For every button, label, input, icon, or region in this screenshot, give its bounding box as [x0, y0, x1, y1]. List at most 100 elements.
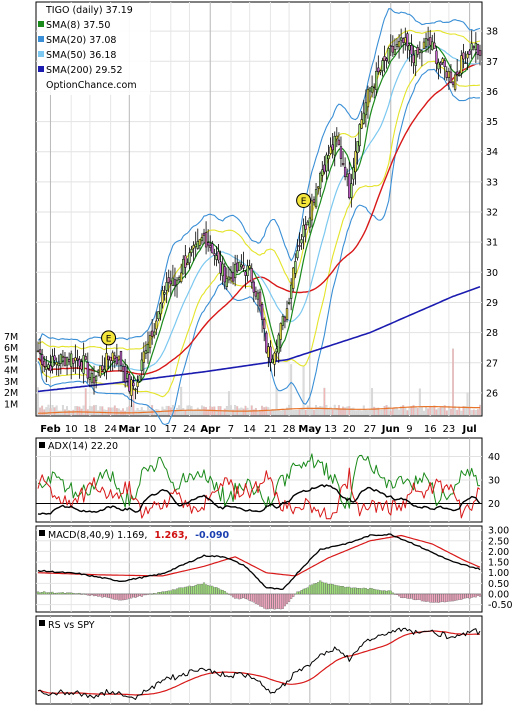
- candle-body-35: [109, 356, 112, 361]
- earnings-marker-label-0: E: [106, 334, 112, 344]
- candle-5: [47, 362, 50, 371]
- candle-47: [134, 387, 137, 400]
- candle-body-44: [128, 374, 131, 392]
- macd-hist-bar-55: [151, 593, 154, 595]
- volume-bar-139: [325, 404, 328, 416]
- macd-hist-bar-126: [298, 591, 301, 595]
- volume-bar-155: [358, 409, 361, 416]
- candle-163: [375, 62, 378, 96]
- candle-body-90: [223, 266, 226, 283]
- price-y-tick-33: 33: [486, 177, 498, 188]
- candle-body-62: [165, 282, 168, 291]
- candle-178: [406, 31, 409, 59]
- candle-body-138: [323, 164, 326, 173]
- candle-126: [298, 232, 301, 252]
- candle-119: [283, 315, 287, 329]
- candle-164: [377, 55, 380, 75]
- macd-hist-bar-46: [132, 593, 135, 598]
- candle-192: [435, 46, 438, 72]
- volume-bar-41: [122, 408, 125, 416]
- candle-48: [136, 375, 139, 394]
- macd-hist-bar-138: [323, 582, 326, 595]
- x-tick-2: 18: [84, 424, 97, 435]
- volume-bar-212: [476, 409, 479, 416]
- volume-bar-44: [128, 405, 131, 416]
- macd-hist-bar-65: [171, 589, 174, 595]
- candle-82: [207, 229, 210, 252]
- volume-bar-178: [406, 410, 409, 416]
- candle-52: [144, 341, 148, 359]
- candle-93: [229, 265, 233, 284]
- candle-99: [242, 251, 245, 272]
- candle-75: [192, 241, 195, 262]
- candle-68: [177, 275, 181, 282]
- candle-body-106: [256, 292, 260, 300]
- candle-body-109: [263, 319, 266, 329]
- macd-hist-bar-192: [435, 593, 438, 603]
- candle-158: [364, 89, 368, 128]
- candle-body-190: [431, 41, 434, 50]
- candle-69: [180, 263, 183, 284]
- candle-body-143: [333, 136, 336, 156]
- volume-bar-120: [286, 407, 288, 416]
- macd-hist-bar-85: [213, 587, 216, 595]
- price-y-tick-36: 36: [486, 87, 498, 98]
- macd-hist-bar-30: [99, 593, 102, 597]
- candle-body-145: [337, 139, 341, 146]
- macd-hist-bar-133: [312, 583, 316, 595]
- candle-body-32: [103, 368, 106, 373]
- macd-hist-bar-119: [283, 593, 286, 607]
- candle-body-92: [227, 276, 231, 281]
- candle-body-197: [445, 71, 448, 78]
- candle-body-107: [258, 291, 262, 307]
- candle-168: [385, 56, 388, 69]
- candle-130: [306, 220, 309, 226]
- candle-74: [190, 245, 193, 257]
- candle-205: [462, 43, 465, 69]
- candle-183: [416, 44, 419, 58]
- macd-hist-bar-21: [80, 593, 83, 595]
- sma50-line: [37, 62, 481, 375]
- earnings-marker-1: E: [296, 192, 312, 208]
- macd-hist-bar-111: [267, 593, 270, 610]
- macd-hist-bar-13: [63, 593, 67, 595]
- volume-bar-48: [136, 408, 139, 416]
- candle-body-155: [358, 124, 361, 147]
- candle-98: [240, 254, 243, 270]
- macd-hist-bar-68: [178, 587, 181, 595]
- candle-172: [393, 38, 397, 55]
- volume-bar-179: [408, 408, 411, 416]
- candle-136: [319, 171, 322, 198]
- candle-85: [213, 248, 216, 266]
- candle-90: [223, 262, 226, 290]
- macd-hist-bar-154: [356, 588, 359, 595]
- candle-body-213: [478, 50, 482, 56]
- volume-bar-152: [352, 407, 355, 416]
- legend-ticker: TIGO (daily) 37.19: [45, 5, 133, 16]
- volume-bar-138: [323, 387, 326, 416]
- candle-body-115: [275, 348, 278, 353]
- price-series: EE: [36, 8, 482, 426]
- candle-207: [466, 51, 469, 71]
- candle-body-69: [180, 272, 183, 282]
- volume-bar-167: [383, 406, 386, 416]
- candle-193: [437, 58, 440, 80]
- candle-body-179: [408, 45, 411, 51]
- volume-bar-180: [410, 406, 413, 416]
- macd-hist-bar-196: [443, 593, 446, 603]
- candle-body-156: [360, 119, 363, 129]
- candle-body-160: [368, 87, 372, 92]
- macd-hist-bar-18: [74, 593, 77, 595]
- indicator-series: [36, 453, 482, 700]
- candle-54: [148, 331, 152, 354]
- candle-79: [200, 233, 204, 245]
- candle-body-13: [63, 356, 67, 366]
- candle-184: [418, 41, 421, 60]
- adx-y-tick-40: 40: [488, 452, 500, 463]
- volume-bar-206: [464, 406, 467, 416]
- macd-hist-bar-56: [153, 593, 156, 595]
- candle-142: [331, 132, 334, 159]
- volume-bar-199: [449, 408, 452, 416]
- macd-hist-bar-174: [398, 593, 401, 597]
- volume-bar-20: [78, 406, 81, 416]
